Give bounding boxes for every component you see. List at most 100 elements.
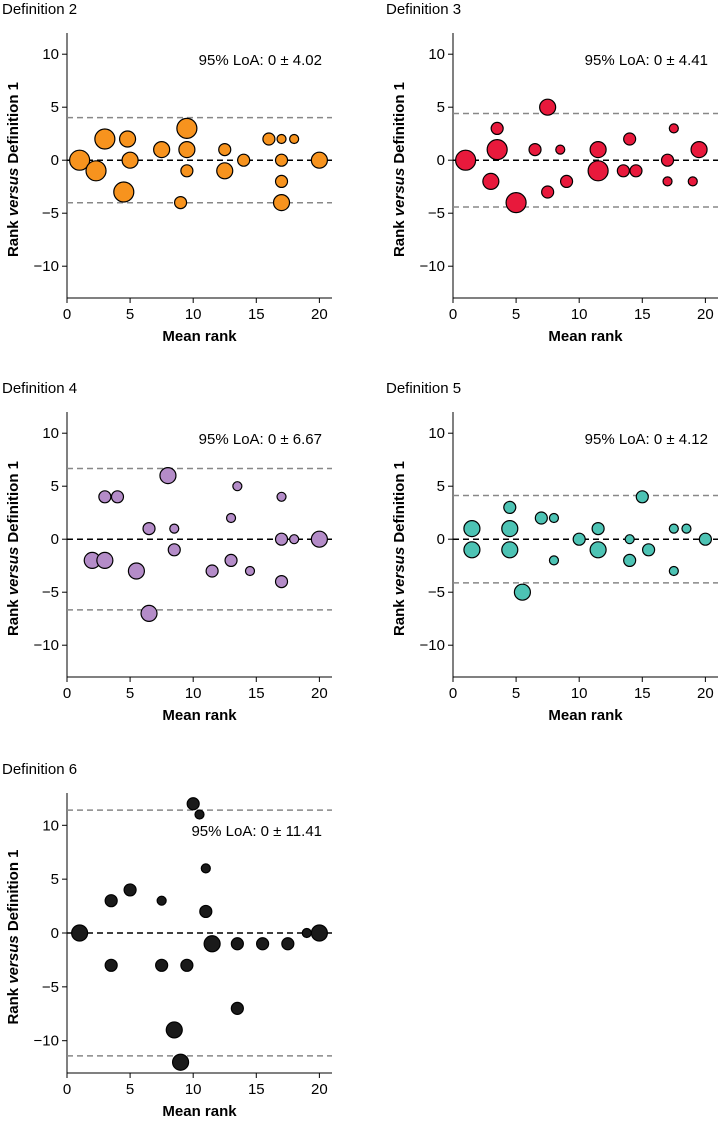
y-axis-title-suffix: Definition 1 (5, 82, 22, 168)
panel-definition-6: Definition 6 10 5 0 −5 −10 0 5 10 15 20 Mean rank Ra… (2, 761, 332, 1120)
y-tick-label: 10 (428, 425, 445, 442)
data-point (224, 553, 238, 568)
loa-label: 95% LoA: 0 ± 4.41 (585, 52, 708, 69)
loa-label: 95% LoA: 0 ± 4.02 (199, 52, 322, 69)
y-axis-title-suffix: Definition 1 (5, 461, 22, 547)
panel-title: Definition 3 (386, 1, 461, 18)
data-point (96, 551, 114, 570)
y-axis-title-suffix: Definition 1 (391, 461, 408, 547)
data-point (591, 521, 605, 536)
y-tick-label: −10 (420, 258, 445, 275)
data-point (69, 149, 91, 171)
data-point (169, 523, 180, 534)
y-axis-title-italic: versus (391, 168, 408, 216)
data-point (237, 153, 251, 167)
panel-title: Definition 2 (2, 1, 77, 18)
y-axis-title-prefix: Rank (5, 216, 22, 257)
data-point (173, 196, 188, 210)
data-point (310, 530, 328, 548)
data-point (274, 532, 289, 546)
panel-definition-3: Definition 3 10 5 0 −5 −10 0 5 10 15 20 Mean rank Ra… (386, 1, 718, 345)
loa-label: 95% LoA: 0 ± 11.41 (191, 823, 322, 840)
data-point (165, 1021, 183, 1039)
y-axis-title-suffix: Definition 1 (5, 849, 22, 935)
y-tick-label: 0 (437, 152, 445, 169)
data-point (681, 523, 692, 534)
x-tick-label: 5 (512, 306, 520, 323)
x-axis-title: Mean rank (548, 707, 623, 724)
data-point (176, 117, 198, 139)
x-tick-label: 0 (63, 306, 71, 323)
data-point (153, 141, 171, 159)
data-point (205, 564, 219, 578)
data-point (71, 924, 89, 942)
data-point (698, 532, 712, 546)
panel-definition-5: Definition 5 10 5 0 −5 −10 0 5 10 15 20 Mean rank Ra… (386, 380, 718, 724)
y-axis-title: Rank versus Definition 1 (5, 849, 22, 1024)
data-point (501, 519, 519, 538)
y-tick-label: −5 (428, 584, 445, 601)
data-point (85, 160, 107, 182)
data-point (623, 553, 637, 568)
y-axis-title-italic: versus (5, 168, 22, 216)
data-point (289, 133, 300, 145)
data-point (624, 534, 635, 545)
data-point (262, 132, 276, 146)
y-axis-title-italic: versus (391, 547, 408, 595)
data-point (490, 121, 504, 135)
y-tick-label: 10 (42, 817, 59, 834)
data-point (244, 565, 256, 577)
y-tick-label: 5 (51, 478, 59, 495)
data-point (123, 883, 137, 897)
y-tick-label: 5 (437, 478, 445, 495)
data-point (127, 562, 146, 580)
data-point (203, 935, 221, 953)
data-point (668, 523, 679, 534)
data-point (660, 153, 675, 167)
x-tick-label: 15 (248, 685, 265, 702)
y-tick-label: 10 (42, 425, 59, 442)
data-point (171, 1053, 190, 1071)
data-point (503, 500, 517, 514)
y-tick-label: 0 (51, 925, 59, 942)
data-point (155, 958, 169, 972)
x-tick-label: 15 (248, 306, 265, 323)
x-tick-label: 10 (185, 1081, 202, 1098)
data-point (281, 937, 295, 951)
x-axis-title: Mean rank (162, 1103, 237, 1120)
y-tick-label: −10 (34, 1033, 59, 1050)
x-tick-label: 5 (512, 685, 520, 702)
data-point (668, 123, 679, 134)
y-tick-label: −5 (42, 584, 59, 601)
data-point (104, 894, 118, 908)
data-point (230, 1001, 244, 1015)
y-tick-label: −10 (420, 637, 445, 654)
y-tick-label: −5 (428, 205, 445, 222)
data-point (276, 491, 287, 502)
data-point (505, 192, 527, 214)
data-point (310, 151, 328, 169)
data-point (623, 132, 637, 146)
y-axis-title: Rank versus Definition 1 (5, 461, 22, 636)
x-tick-label: 15 (634, 685, 651, 702)
x-tick-label: 10 (185, 685, 202, 702)
panel-title: Definition 4 (2, 380, 77, 397)
y-axis-title-prefix: Rank (391, 216, 408, 257)
data-point (216, 162, 234, 180)
data-point (110, 490, 125, 504)
y-axis-title-suffix: Definition 1 (391, 82, 408, 168)
x-tick-label: 15 (634, 306, 651, 323)
x-tick-label: 0 (63, 685, 71, 702)
data-point (572, 532, 586, 546)
y-axis-title: Rank versus Definition 1 (5, 82, 22, 257)
data-point (482, 172, 500, 190)
data-point (180, 958, 194, 972)
x-tick-label: 0 (63, 1081, 71, 1098)
data-point (225, 512, 237, 524)
data-point (274, 153, 289, 167)
data-point (687, 176, 698, 187)
x-tick-label: 20 (311, 685, 328, 702)
data-point (486, 139, 508, 161)
data-point (276, 133, 287, 145)
